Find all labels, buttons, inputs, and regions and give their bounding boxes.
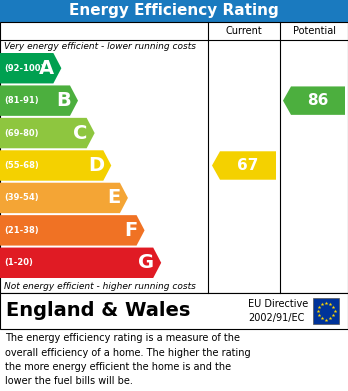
Text: England & Wales: England & Wales <box>6 301 190 321</box>
Text: G: G <box>138 253 154 272</box>
Polygon shape <box>0 150 111 181</box>
Text: (55-68): (55-68) <box>4 161 39 170</box>
Polygon shape <box>283 86 345 115</box>
Text: Energy Efficiency Rating: Energy Efficiency Rating <box>69 4 279 18</box>
Text: C: C <box>73 124 88 143</box>
Bar <box>313 298 339 324</box>
Text: B: B <box>56 91 71 110</box>
Text: overall efficiency of a home. The higher the rating: overall efficiency of a home. The higher… <box>5 348 251 357</box>
Text: lower the fuel bills will be.: lower the fuel bills will be. <box>5 377 133 386</box>
Polygon shape <box>0 53 61 83</box>
Text: Current: Current <box>226 26 262 36</box>
Text: Potential: Potential <box>293 26 335 36</box>
Polygon shape <box>0 215 144 246</box>
Polygon shape <box>0 85 78 116</box>
Text: (81-91): (81-91) <box>4 96 39 105</box>
Polygon shape <box>212 151 276 180</box>
Text: F: F <box>124 221 137 240</box>
Text: (92-100): (92-100) <box>4 64 45 73</box>
Text: E: E <box>108 188 121 208</box>
Text: the more energy efficient the home is and the: the more energy efficient the home is an… <box>5 362 231 372</box>
Polygon shape <box>0 183 128 213</box>
Text: A: A <box>39 59 54 78</box>
Polygon shape <box>0 118 95 148</box>
Text: 67: 67 <box>237 158 259 173</box>
Text: The energy efficiency rating is a measure of the: The energy efficiency rating is a measur… <box>5 333 240 343</box>
Text: 86: 86 <box>307 93 329 108</box>
Bar <box>0 293 348 329</box>
Text: (39-54): (39-54) <box>4 194 39 203</box>
Bar <box>0 0 348 22</box>
Text: Not energy efficient - higher running costs: Not energy efficient - higher running co… <box>4 282 196 291</box>
Text: Very energy efficient - lower running costs: Very energy efficient - lower running co… <box>4 42 196 51</box>
Bar <box>0 22 348 293</box>
Text: (69-80): (69-80) <box>4 129 39 138</box>
Text: EU Directive
2002/91/EC: EU Directive 2002/91/EC <box>248 299 308 323</box>
Text: D: D <box>88 156 104 175</box>
Text: (1-20): (1-20) <box>4 258 33 267</box>
Text: (21-38): (21-38) <box>4 226 39 235</box>
Polygon shape <box>0 248 161 278</box>
